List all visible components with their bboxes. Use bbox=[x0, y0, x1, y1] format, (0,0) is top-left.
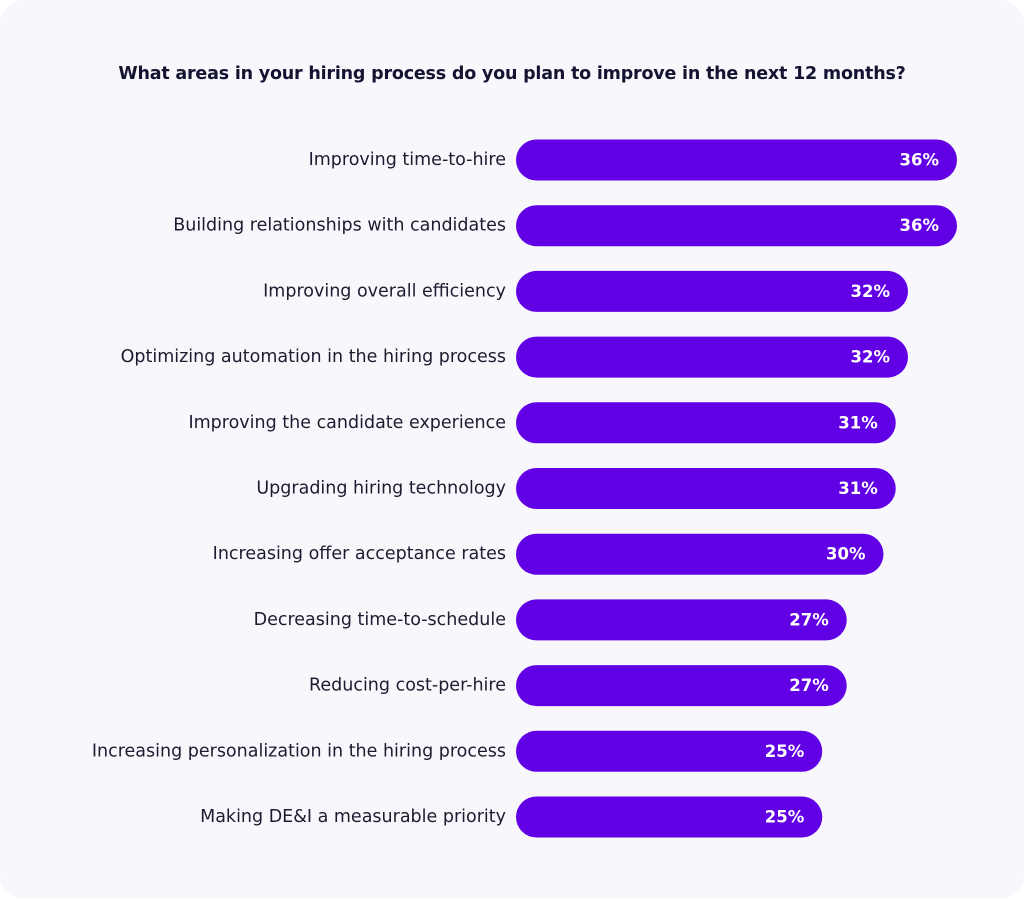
bar bbox=[516, 205, 957, 247]
value-label: 30% bbox=[826, 545, 866, 564]
category-label: Optimizing automation in the hiring proc… bbox=[121, 347, 506, 367]
value-label: 36% bbox=[900, 216, 940, 235]
category-label: Increasing offer acceptance rates bbox=[213, 544, 506, 564]
category-label: Building relationships with candidates bbox=[173, 216, 506, 236]
value-label: 31% bbox=[838, 479, 878, 498]
value-label: 31% bbox=[838, 413, 878, 432]
value-label: 32% bbox=[851, 282, 891, 301]
bar bbox=[516, 270, 908, 312]
bar bbox=[516, 468, 896, 509]
value-label: 36% bbox=[900, 151, 940, 170]
value-label: 32% bbox=[851, 348, 891, 367]
bar bbox=[516, 730, 823, 772]
bar bbox=[516, 796, 823, 838]
category-label: Improving the candidate experience bbox=[188, 413, 506, 433]
category-label: Reducing cost-per-hire bbox=[309, 676, 506, 696]
category-label: Increasing personalization in the hiring… bbox=[92, 741, 506, 761]
category-label: Upgrading hiring technology bbox=[256, 479, 506, 499]
chart-title: What areas in your hiring process do you… bbox=[118, 64, 906, 84]
bar bbox=[516, 599, 847, 641]
value-label: 25% bbox=[765, 742, 805, 761]
bar bbox=[516, 533, 884, 575]
category-label: Making DE&I a measurable priority bbox=[200, 807, 506, 827]
category-label: Improving overall efficiency bbox=[263, 281, 506, 301]
value-label: 27% bbox=[789, 610, 829, 629]
bar bbox=[516, 139, 957, 181]
bar bbox=[516, 402, 896, 444]
bar bbox=[516, 665, 847, 707]
category-label: Improving time-to-hire bbox=[309, 150, 506, 170]
value-label: 27% bbox=[789, 676, 829, 695]
category-label: Decreasing time-to-schedule bbox=[254, 610, 506, 630]
value-label: 25% bbox=[765, 808, 805, 827]
bar bbox=[516, 336, 908, 378]
